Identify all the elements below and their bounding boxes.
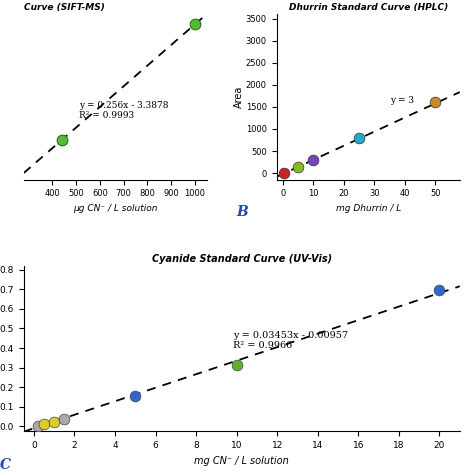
Point [34, 422, 42, 430]
Point [233, 361, 240, 368]
Text: y = 3: y = 3 [390, 96, 414, 105]
Point [40, 421, 48, 428]
Point [281, 169, 288, 177]
X-axis label: mg Dhurrin / L: mg Dhurrin / L [336, 204, 401, 213]
Point [431, 98, 439, 105]
Point [58, 136, 65, 144]
Point [355, 134, 363, 142]
Text: B: B [236, 205, 248, 219]
Point [50, 419, 58, 426]
Point [61, 415, 68, 422]
X-axis label: mg CN⁻ / L solution: mg CN⁻ / L solution [194, 456, 289, 465]
Point [191, 20, 199, 28]
Point [310, 156, 317, 164]
Text: y = 0.03453x - 0.00957
R² = 0.9966: y = 0.03453x - 0.00957 R² = 0.9966 [233, 330, 348, 350]
Title: Dhurrin Standard Curve (HPLC): Dhurrin Standard Curve (HPLC) [289, 3, 448, 12]
X-axis label: μg CN⁻ / L solution: μg CN⁻ / L solution [73, 204, 157, 213]
Y-axis label: Area: Area [234, 86, 244, 108]
Point [436, 286, 443, 294]
Text: Curve (SIFT-MS): Curve (SIFT-MS) [24, 3, 105, 12]
Point [294, 163, 302, 170]
Point [131, 392, 139, 400]
Text: y = 0.256x - 3.3878
R² = 0.9993: y = 0.256x - 3.3878 R² = 0.9993 [79, 100, 168, 120]
Title: Cyanide Standard Curve (UV-Vis): Cyanide Standard Curve (UV-Vis) [152, 254, 332, 264]
Text: C: C [0, 458, 11, 473]
